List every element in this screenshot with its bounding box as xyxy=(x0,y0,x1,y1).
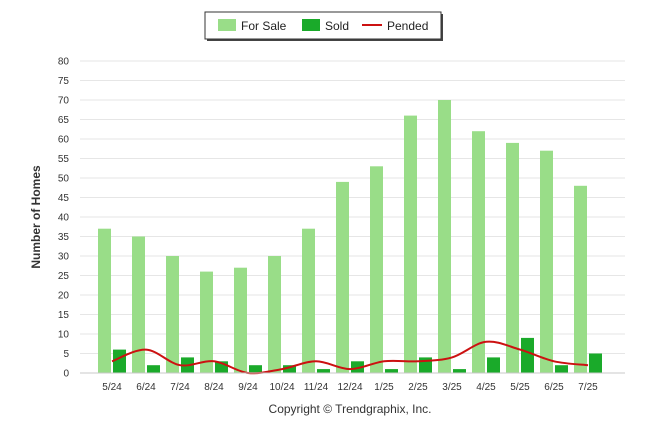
x-tick-label: 1/25 xyxy=(374,382,394,393)
y-tick-label: 75 xyxy=(58,76,70,87)
y-tick-label: 65 xyxy=(58,115,70,126)
y-tick-label: 15 xyxy=(58,310,70,321)
bar-for-sale xyxy=(574,185,587,373)
legend-box xyxy=(204,11,442,40)
bar-sold xyxy=(385,369,398,373)
y-tick-label: 20 xyxy=(58,291,70,302)
copyright-credit: Copyright © Trendgraphix, Inc. xyxy=(269,402,432,416)
legend-label-pended: Pended xyxy=(387,19,428,33)
y-tick-label: 25 xyxy=(58,271,70,282)
bar-sold xyxy=(113,349,126,373)
bar-sold xyxy=(453,369,466,373)
y-tick-label: 40 xyxy=(58,213,70,224)
bar-sold xyxy=(555,365,568,373)
y-tick-label: 80 xyxy=(58,57,70,68)
bar-for-sale xyxy=(540,150,553,373)
bar-for-sale xyxy=(234,267,247,373)
bar-for-sale xyxy=(336,181,349,373)
x-tick-label: 6/25 xyxy=(544,382,564,393)
bar-sold xyxy=(215,361,228,373)
bar-for-sale xyxy=(472,131,485,373)
x-tick-label: 11/24 xyxy=(304,382,329,393)
bar-for-sale xyxy=(438,100,451,373)
y-tick-label: 45 xyxy=(58,193,70,204)
x-tick-label: 7/24 xyxy=(170,382,190,393)
x-tick-label: 9/24 xyxy=(238,382,258,393)
x-tick-label: 2/25 xyxy=(408,382,428,393)
bar-for-sale xyxy=(200,271,213,373)
legend-label-for-sale: For Sale xyxy=(241,19,287,33)
x-tick-label: 7/25 xyxy=(578,382,598,393)
y-tick-label: 35 xyxy=(58,232,70,243)
x-tick-label: 10/24 xyxy=(269,382,294,393)
axes: 0 5 10 15 20 25 30 35 40 45 50 55 60 65 70 75 80 5/24 6/24… xyxy=(58,57,625,393)
y-tick-label: 5 xyxy=(63,349,69,360)
y-tick-label: 50 xyxy=(58,174,70,185)
legend-label-sold: Sold xyxy=(325,19,349,33)
bar-sold xyxy=(147,365,160,373)
bar-sold xyxy=(487,357,500,373)
bar-sold xyxy=(351,361,364,373)
bar-for-sale xyxy=(302,228,315,373)
bar-for-sale xyxy=(98,228,111,373)
x-tick-label: 5/25 xyxy=(510,382,530,393)
x-tick-label: 5/24 xyxy=(102,382,122,393)
bar-for-sale xyxy=(370,166,383,373)
y-tick-label: 10 xyxy=(58,330,70,341)
bar-for-sale xyxy=(166,256,179,373)
bar-sold xyxy=(317,369,330,373)
y-axis-title: Number of Homes xyxy=(29,165,43,269)
bar-for-sale xyxy=(506,142,519,373)
y-tick-label: 0 xyxy=(63,369,69,380)
bars xyxy=(98,100,602,373)
pended-line-layer xyxy=(111,340,589,375)
bar-sold xyxy=(249,365,262,373)
bar-for-sale xyxy=(268,256,281,373)
bar-for-sale xyxy=(404,115,417,373)
legend: For Sale Sold Pended xyxy=(204,11,443,41)
bar-sold xyxy=(589,353,602,373)
legend-swatch-sold xyxy=(302,19,320,31)
x-tick-label: 3/25 xyxy=(442,382,462,393)
y-tick-label: 55 xyxy=(58,154,70,165)
y-tick-label: 60 xyxy=(58,135,70,146)
bar-sold xyxy=(521,337,534,373)
x-tick-label: 4/25 xyxy=(476,382,496,393)
x-tick-label: 8/24 xyxy=(204,382,224,393)
x-tick-label: 6/24 xyxy=(136,382,156,393)
legend-swatch-for-sale xyxy=(218,19,236,31)
y-tick-label: 30 xyxy=(58,252,70,263)
y-tick-label: 70 xyxy=(58,96,70,107)
bar-sold xyxy=(283,365,296,373)
x-tick-label: 12/24 xyxy=(337,382,362,393)
bar-for-sale xyxy=(132,236,145,373)
